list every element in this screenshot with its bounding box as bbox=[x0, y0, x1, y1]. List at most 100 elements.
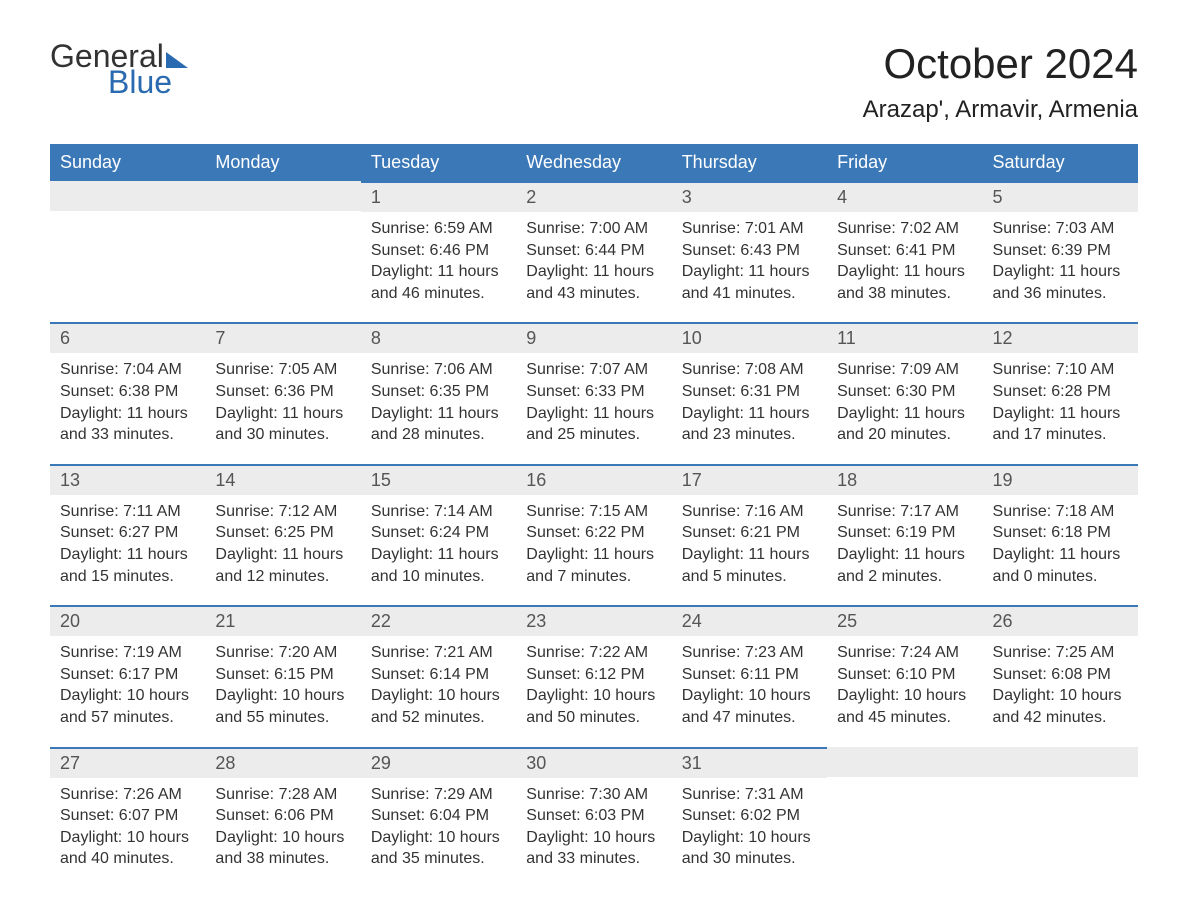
day-detail: Sunrise: 7:24 AMSunset: 6:10 PMDaylight:… bbox=[827, 636, 982, 746]
sunset-text: Sunset: 6:06 PM bbox=[215, 805, 350, 827]
day-detail: Sunrise: 7:23 AMSunset: 6:11 PMDaylight:… bbox=[672, 636, 827, 746]
day-number: 16 bbox=[516, 464, 671, 495]
daylight-text-2: and 38 minutes. bbox=[215, 848, 350, 870]
calendar-cell: 9Sunrise: 7:07 AMSunset: 6:33 PMDaylight… bbox=[516, 322, 671, 463]
calendar-cell: 31Sunrise: 7:31 AMSunset: 6:02 PMDayligh… bbox=[672, 747, 827, 888]
day-number: 29 bbox=[361, 747, 516, 778]
day-detail: Sunrise: 7:18 AMSunset: 6:18 PMDaylight:… bbox=[983, 495, 1138, 605]
sunrise-text: Sunrise: 7:11 AM bbox=[60, 501, 195, 523]
sunrise-text: Sunrise: 6:59 AM bbox=[371, 218, 506, 240]
daylight-text-2: and 47 minutes. bbox=[682, 707, 817, 729]
calendar-body: 1Sunrise: 6:59 AMSunset: 6:46 PMDaylight… bbox=[50, 181, 1138, 888]
calendar-cell: 23Sunrise: 7:22 AMSunset: 6:12 PMDayligh… bbox=[516, 605, 671, 746]
calendar-week-row: 1Sunrise: 6:59 AMSunset: 6:46 PMDaylight… bbox=[50, 181, 1138, 322]
day-number: 13 bbox=[50, 464, 205, 495]
empty-day bbox=[205, 181, 360, 211]
daylight-text: Daylight: 10 hours bbox=[215, 685, 350, 707]
daylight-text: Daylight: 11 hours bbox=[682, 261, 817, 283]
daylight-text-2: and 43 minutes. bbox=[526, 283, 661, 305]
day-detail: Sunrise: 7:30 AMSunset: 6:03 PMDaylight:… bbox=[516, 778, 671, 888]
weekday-header: Thursday bbox=[672, 144, 827, 181]
day-number: 14 bbox=[205, 464, 360, 495]
day-number: 11 bbox=[827, 322, 982, 353]
sunrise-text: Sunrise: 7:09 AM bbox=[837, 359, 972, 381]
calendar-cell: 25Sunrise: 7:24 AMSunset: 6:10 PMDayligh… bbox=[827, 605, 982, 746]
daylight-text: Daylight: 10 hours bbox=[215, 827, 350, 849]
sunrise-text: Sunrise: 7:25 AM bbox=[993, 642, 1128, 664]
day-detail: Sunrise: 7:06 AMSunset: 6:35 PMDaylight:… bbox=[361, 353, 516, 463]
sunrise-text: Sunrise: 7:28 AM bbox=[215, 784, 350, 806]
sunrise-text: Sunrise: 7:05 AM bbox=[215, 359, 350, 381]
daylight-text: Daylight: 11 hours bbox=[526, 403, 661, 425]
page-header: General Blue October 2024 Arazap', Armav… bbox=[50, 40, 1138, 124]
day-number: 5 bbox=[983, 181, 1138, 212]
sunrise-text: Sunrise: 7:21 AM bbox=[371, 642, 506, 664]
day-detail: Sunrise: 7:09 AMSunset: 6:30 PMDaylight:… bbox=[827, 353, 982, 463]
daylight-text: Daylight: 10 hours bbox=[837, 685, 972, 707]
sunset-text: Sunset: 6:38 PM bbox=[60, 381, 195, 403]
daylight-text-2: and 45 minutes. bbox=[837, 707, 972, 729]
sunset-text: Sunset: 6:27 PM bbox=[60, 522, 195, 544]
day-number: 3 bbox=[672, 181, 827, 212]
calendar-cell: 2Sunrise: 7:00 AMSunset: 6:44 PMDaylight… bbox=[516, 181, 671, 322]
daylight-text-2: and 33 minutes. bbox=[526, 848, 661, 870]
day-detail: Sunrise: 7:08 AMSunset: 6:31 PMDaylight:… bbox=[672, 353, 827, 463]
daylight-text-2: and 10 minutes. bbox=[371, 566, 506, 588]
weekday-header: Wednesday bbox=[516, 144, 671, 181]
calendar-cell: 11Sunrise: 7:09 AMSunset: 6:30 PMDayligh… bbox=[827, 322, 982, 463]
calendar-cell: 3Sunrise: 7:01 AMSunset: 6:43 PMDaylight… bbox=[672, 181, 827, 322]
daylight-text-2: and 15 minutes. bbox=[60, 566, 195, 588]
day-number: 7 bbox=[205, 322, 360, 353]
day-detail: Sunrise: 7:00 AMSunset: 6:44 PMDaylight:… bbox=[516, 212, 671, 322]
calendar-cell bbox=[205, 181, 360, 322]
day-number: 27 bbox=[50, 747, 205, 778]
day-detail: Sunrise: 7:29 AMSunset: 6:04 PMDaylight:… bbox=[361, 778, 516, 888]
daylight-text: Daylight: 10 hours bbox=[993, 685, 1128, 707]
sunrise-text: Sunrise: 7:31 AM bbox=[682, 784, 817, 806]
empty-day bbox=[983, 747, 1138, 777]
weekday-header: Friday bbox=[827, 144, 982, 181]
calendar-week-row: 20Sunrise: 7:19 AMSunset: 6:17 PMDayligh… bbox=[50, 605, 1138, 746]
calendar-cell: 17Sunrise: 7:16 AMSunset: 6:21 PMDayligh… bbox=[672, 464, 827, 605]
daylight-text: Daylight: 11 hours bbox=[682, 403, 817, 425]
sunrise-text: Sunrise: 7:12 AM bbox=[215, 501, 350, 523]
weekday-header: Sunday bbox=[50, 144, 205, 181]
sunrise-text: Sunrise: 7:01 AM bbox=[682, 218, 817, 240]
logo-word-blue: Blue bbox=[108, 66, 188, 98]
day-detail: Sunrise: 7:31 AMSunset: 6:02 PMDaylight:… bbox=[672, 778, 827, 888]
daylight-text-2: and 30 minutes. bbox=[682, 848, 817, 870]
sunrise-text: Sunrise: 7:10 AM bbox=[993, 359, 1128, 381]
sunset-text: Sunset: 6:04 PM bbox=[371, 805, 506, 827]
sunset-text: Sunset: 6:43 PM bbox=[682, 240, 817, 262]
daylight-text-2: and 52 minutes. bbox=[371, 707, 506, 729]
sunset-text: Sunset: 6:03 PM bbox=[526, 805, 661, 827]
calendar-week-row: 6Sunrise: 7:04 AMSunset: 6:38 PMDaylight… bbox=[50, 322, 1138, 463]
day-number: 25 bbox=[827, 605, 982, 636]
daylight-text: Daylight: 10 hours bbox=[526, 685, 661, 707]
calendar-cell: 7Sunrise: 7:05 AMSunset: 6:36 PMDaylight… bbox=[205, 322, 360, 463]
month-title: October 2024 bbox=[863, 40, 1138, 88]
daylight-text-2: and 25 minutes. bbox=[526, 424, 661, 446]
day-detail: Sunrise: 7:01 AMSunset: 6:43 PMDaylight:… bbox=[672, 212, 827, 322]
daylight-text: Daylight: 10 hours bbox=[682, 827, 817, 849]
sunrise-text: Sunrise: 7:22 AM bbox=[526, 642, 661, 664]
daylight-text-2: and 42 minutes. bbox=[993, 707, 1128, 729]
day-detail: Sunrise: 7:20 AMSunset: 6:15 PMDaylight:… bbox=[205, 636, 360, 746]
sunset-text: Sunset: 6:30 PM bbox=[837, 381, 972, 403]
calendar-cell: 22Sunrise: 7:21 AMSunset: 6:14 PMDayligh… bbox=[361, 605, 516, 746]
daylight-text-2: and 20 minutes. bbox=[837, 424, 972, 446]
sunrise-text: Sunrise: 7:20 AM bbox=[215, 642, 350, 664]
daylight-text-2: and 57 minutes. bbox=[60, 707, 195, 729]
day-detail: Sunrise: 7:16 AMSunset: 6:21 PMDaylight:… bbox=[672, 495, 827, 605]
daylight-text: Daylight: 10 hours bbox=[682, 685, 817, 707]
daylight-text-2: and 7 minutes. bbox=[526, 566, 661, 588]
daylight-text: Daylight: 11 hours bbox=[526, 261, 661, 283]
sunset-text: Sunset: 6:10 PM bbox=[837, 664, 972, 686]
sunrise-text: Sunrise: 7:08 AM bbox=[682, 359, 817, 381]
logo: General Blue bbox=[50, 40, 188, 98]
sunrise-text: Sunrise: 7:16 AM bbox=[682, 501, 817, 523]
title-block: October 2024 Arazap', Armavir, Armenia bbox=[863, 40, 1138, 124]
sunset-text: Sunset: 6:15 PM bbox=[215, 664, 350, 686]
empty-day bbox=[827, 747, 982, 777]
sunrise-text: Sunrise: 7:30 AM bbox=[526, 784, 661, 806]
